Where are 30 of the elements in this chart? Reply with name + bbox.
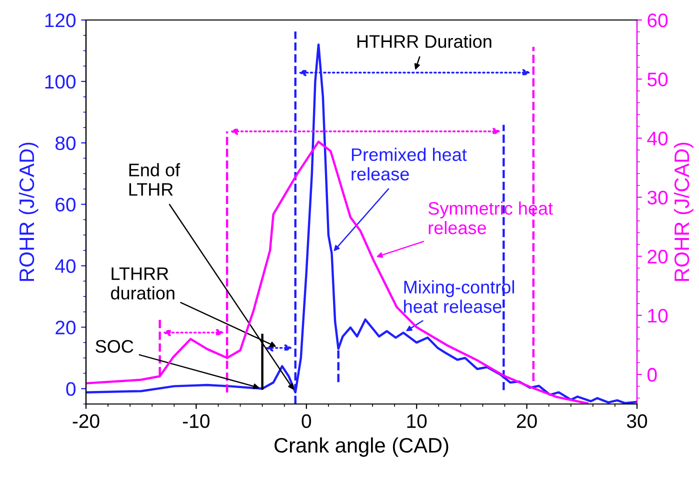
y2-tick-label: 20 (648, 250, 668, 264)
y-tick-label: 80 (55, 136, 76, 150)
x-tick-label: 0 (302, 414, 312, 428)
y-tick-label: 0 (66, 382, 76, 396)
y-tick-label: 120 (45, 13, 76, 28)
y-tick-label: 60 (56, 198, 76, 212)
x-tick-label: 10 (407, 414, 427, 428)
y-tick-label: 20 (56, 320, 76, 334)
annotation: Mixing-control heat release (404, 280, 514, 313)
x-tick-label: -10 (183, 414, 210, 428)
y2-tick-label: 60 (648, 13, 668, 28)
y2-tick-label: 30 (647, 190, 668, 204)
annotation: LTHRR duration (111, 267, 174, 300)
y2-tick-label: 50 (648, 72, 668, 86)
annotation: HTHRR Duration (357, 34, 492, 48)
y2-tick-label: 40 (647, 132, 668, 146)
y-axis-title: ROHR (J/CAD) (18, 142, 38, 281)
x-axis-title: Crank angle (CAD) (274, 437, 448, 457)
x-tick-label: 20 (516, 414, 537, 428)
x-tick-label: -20 (72, 414, 100, 428)
annotation: Premixed heat release (352, 148, 467, 180)
x-tick-label: 30 (626, 414, 648, 428)
annotation: End of LTHR (129, 163, 180, 196)
y2-axis-title: ROHR (J/CAD) (674, 142, 694, 281)
annotation: SOC (96, 340, 134, 353)
y2-tick-label: 10 (648, 308, 668, 323)
y-tick-label: 40 (55, 259, 76, 273)
annotation: Symmetric heat release (428, 202, 553, 234)
y-tick-label: 100 (45, 74, 76, 89)
y2-tick-label: 0 (647, 368, 657, 382)
